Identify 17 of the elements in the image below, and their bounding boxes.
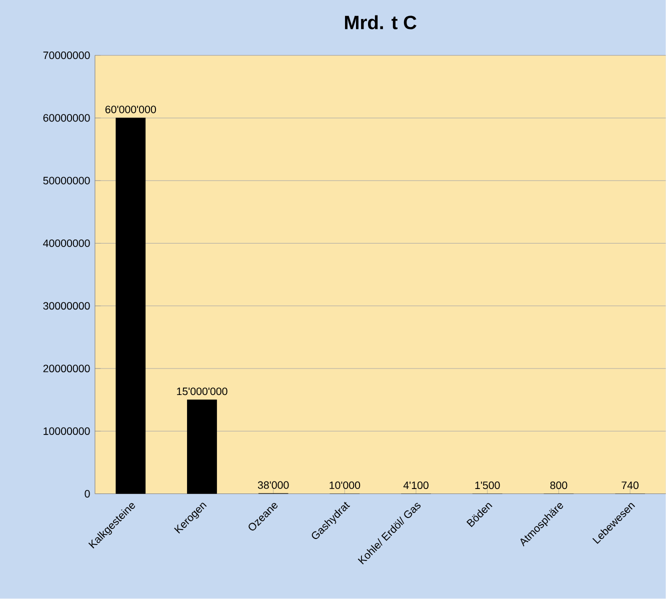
data-label: 38'000	[258, 481, 289, 489]
y-tick-label: 40000000	[43, 240, 90, 248]
y-tick-label: 20000000	[43, 364, 90, 372]
y-tick-label: 10000000	[44, 428, 90, 436]
y-tick-label: 30000000	[43, 302, 90, 310]
y-tick-label: 60000000	[43, 114, 90, 122]
data-label: 1'500	[475, 482, 500, 490]
chart-title: Mrd. t C	[345, 15, 416, 30]
data-label: 4'100	[403, 482, 428, 490]
y-tick-label: 50000000	[43, 176, 90, 184]
data-label: 60'000'000	[105, 106, 156, 114]
data-label: 10'000	[330, 482, 360, 490]
y-tick-label: 70000000	[43, 52, 90, 60]
data-label: 800	[550, 482, 568, 490]
data-label: 15'000'000	[177, 388, 228, 396]
data-label: 740	[622, 482, 639, 490]
y-tick-label: 0	[84, 490, 90, 498]
